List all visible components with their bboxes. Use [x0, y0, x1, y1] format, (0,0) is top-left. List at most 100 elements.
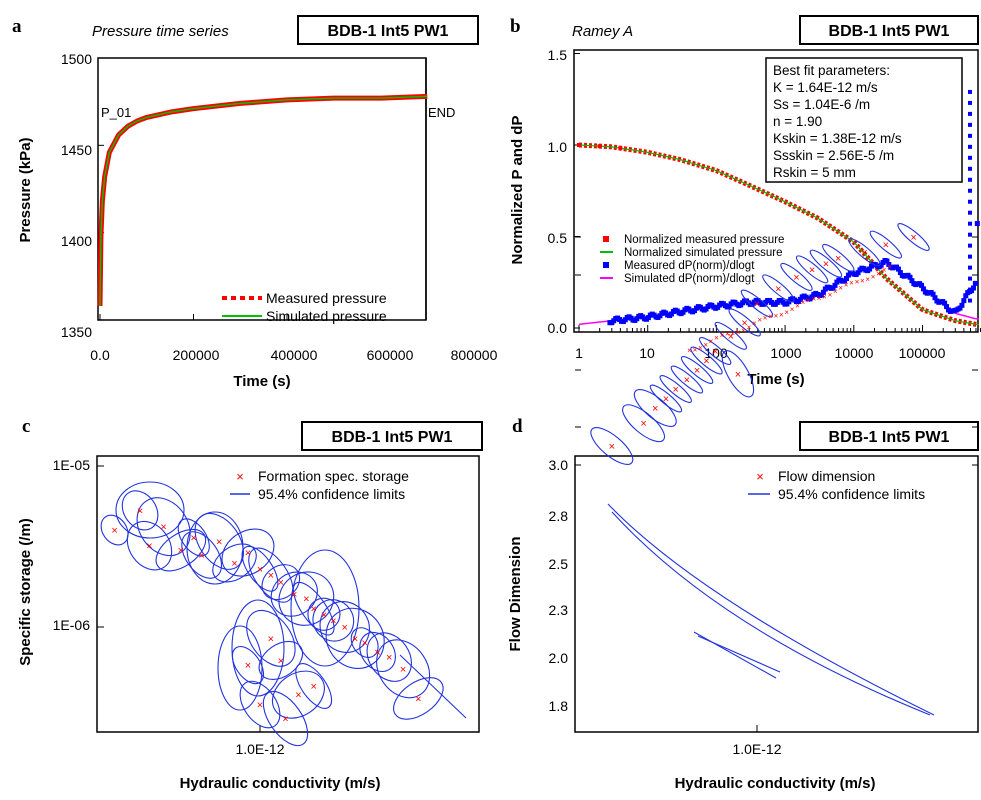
measured-derivative-point	[968, 287, 972, 292]
confidence-ellipse	[728, 308, 761, 337]
confidence-ellipse	[258, 640, 304, 680]
confidence-ellipse	[270, 571, 318, 617]
dataset-box-d	[799, 421, 979, 451]
flow-dimension-point: ×	[725, 330, 730, 339]
xtick-label-b-10: 10	[639, 345, 655, 361]
flow-dimension-point: ×	[763, 313, 768, 322]
x-axis-label-d: Hydraulic conductivity (m/s)	[675, 775, 876, 792]
legend-label-simulated-pressure: Simulated pressure	[266, 308, 387, 324]
y-axis-label-a: Pressure (kPa)	[17, 137, 34, 242]
legend-label-flow-dimension: Flow dimension	[778, 468, 875, 484]
measured-pressure-point	[577, 143, 581, 147]
measured-derivative-point	[844, 275, 850, 281]
dataset-label-c: BDB-1 Int5 PW1	[332, 429, 453, 446]
measured-derivative-point	[968, 89, 972, 94]
measured-derivative-point	[907, 274, 913, 280]
dataset-label-a: BDB-1 Int5 PW1	[328, 23, 449, 40]
measured-derivative-point	[942, 300, 948, 306]
plot-frame-c	[96, 455, 480, 733]
formation-storage-point: ×	[342, 622, 348, 634]
flow-dimension-point: ×	[673, 384, 679, 396]
measured-derivative-point	[932, 295, 938, 301]
panel-b: b Ramey A BDB-1 Int5 PW1 1.5 1.0 0.5 0.0…	[509, 15, 981, 388]
flow-dimension-point: ×	[844, 280, 849, 289]
flow-dimension-point: ×	[828, 290, 833, 299]
ytick-label-d-2.3: 2.3	[549, 602, 569, 618]
flow-dimension-point: ×	[775, 283, 781, 295]
x-axis-label-a: Time (s)	[233, 373, 290, 390]
formation-storage-point: ×	[146, 541, 152, 553]
flow-dimension-point: ×	[728, 331, 734, 343]
flow-dimension-point: ×	[663, 394, 669, 406]
confidence-ellipse	[278, 571, 335, 626]
measured-derivative-point	[820, 289, 826, 295]
xtick-label-d: 1.0E-12	[732, 741, 781, 757]
ytick-label-b-0.0: 0.0	[548, 320, 568, 336]
formation-storage-point: ×	[257, 564, 263, 576]
legend-swatch-normalized-measured	[603, 236, 609, 242]
confidence-ellipse	[693, 631, 777, 679]
flow-dimension-point: ×	[887, 263, 892, 272]
panel-title-b: Ramey A	[572, 23, 633, 40]
measured-derivative-point	[878, 262, 884, 268]
ytick-label-a-1400: 1400	[61, 233, 92, 249]
ytick-label-d-2.8: 2.8	[549, 508, 569, 524]
measured-derivative-point	[968, 221, 972, 226]
confidence-ellipse	[217, 625, 263, 711]
measured-derivative-point	[974, 221, 980, 227]
measured-derivative-point	[968, 298, 972, 303]
flow-dimension-point: ×	[822, 293, 827, 302]
confidence-ellipse	[607, 503, 935, 716]
measured-derivative-point	[972, 280, 978, 286]
xtick-label-c: 1.0E-12	[235, 741, 284, 757]
y-axis-label-b: Normalized P and dP	[509, 116, 526, 265]
ytick-label-c-1e-06: 1E-06	[53, 617, 91, 633]
xtick-label-b-1000: 1000	[770, 345, 801, 361]
flow-dimension-point: ×	[754, 299, 760, 311]
measured-derivative-point	[968, 155, 972, 160]
confidence-ellipse	[590, 427, 634, 465]
ytick-label-a-1450: 1450	[61, 142, 92, 158]
measured-derivative-point	[968, 276, 972, 281]
confidence-ellipse	[680, 356, 714, 384]
confidence-ellipse	[690, 346, 723, 375]
measured-derivative-point	[830, 285, 836, 291]
measured-derivative-point	[944, 304, 950, 310]
flow-dimension-point: ×	[811, 295, 816, 304]
ytick-label-a-1500: 1500	[61, 51, 92, 67]
measured-derivative-point	[886, 262, 892, 268]
formation-storage-point: ×	[310, 681, 316, 693]
xtick-label-a-800000: 800000	[451, 347, 498, 363]
marker-label-end: END	[428, 105, 455, 120]
formation-storage-point: ×	[291, 589, 297, 601]
confidence-ellipse	[121, 490, 159, 531]
confidence-ellipse	[366, 632, 412, 682]
measured-derivative-point	[909, 278, 915, 284]
formation-storage-point: ×	[257, 700, 263, 712]
flow-dimension-point: ×	[838, 283, 843, 292]
best-fit-rskin: Rskin = 5 mm	[773, 165, 856, 180]
flow-dimension-point: ×	[703, 356, 709, 368]
formation-storage-point: ×	[374, 647, 380, 659]
legend-swatch-measured-derivative	[603, 262, 609, 268]
flow-dimension-point: ×	[640, 418, 646, 430]
measured-derivative-point	[968, 111, 972, 116]
legend-swatch-flow-dimension: ×	[756, 469, 764, 484]
measured-derivative-point	[819, 292, 825, 298]
flow-dimension-point: ×	[736, 328, 741, 337]
measured-derivative-point	[809, 294, 815, 300]
dataset-label-b: BDB-1 Int5 PW1	[829, 23, 950, 40]
ytick-label-d-3.0: 3.0	[549, 457, 569, 473]
flow-dimension-point: ×	[882, 266, 887, 275]
flow-dimension-point: ×	[809, 264, 815, 276]
measured-derivative-point	[884, 258, 890, 264]
panel-title-a: Pressure time series	[92, 23, 229, 40]
flow-dimension-point: ×	[698, 344, 703, 353]
flow-dimension-point: ×	[714, 333, 719, 342]
formation-storage-point: ×	[278, 655, 284, 667]
formation-storage-point: ×	[231, 558, 237, 570]
series-normalized-simulated	[578, 144, 979, 325]
plot-frame-d	[574, 455, 979, 733]
measured-derivative-point	[968, 265, 972, 270]
panel-label-d: d	[512, 416, 523, 437]
